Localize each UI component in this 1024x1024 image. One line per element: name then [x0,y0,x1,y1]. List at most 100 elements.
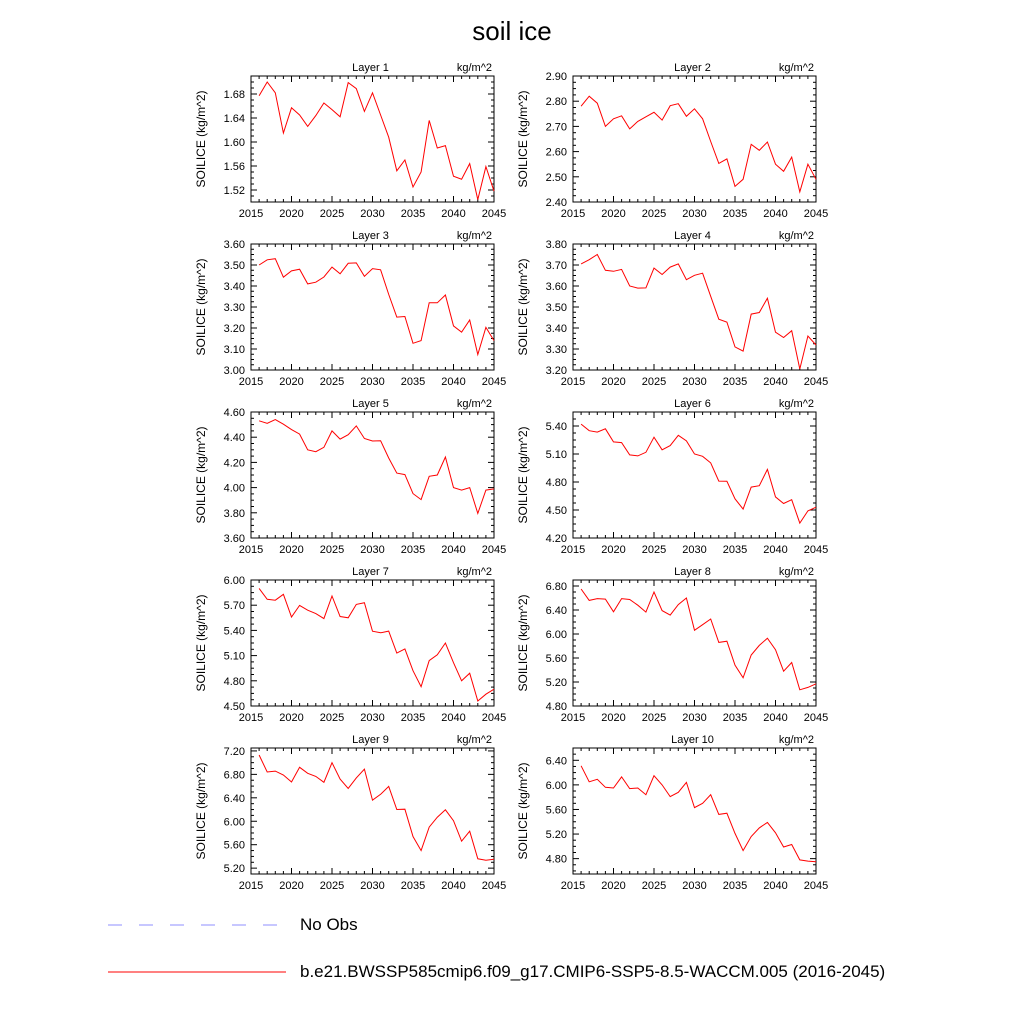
plot-frame [572,243,817,371]
plot-frame [572,411,817,539]
chart-title: Layer 4 [674,230,711,242]
x-tick-label: 2045 [804,880,828,892]
y-tick-label: 3.80 [224,508,245,520]
x-tick-label: 2035 [401,376,425,388]
y-tick-label: 5.20 [224,863,245,875]
y-tick-label: 3.50 [546,302,567,314]
units-label: kg/m^2 [779,734,814,746]
units-label: kg/m^2 [779,398,814,410]
series-line-layer-4 [580,253,817,370]
x-tick-label: 2020 [601,376,625,388]
x-tick-label: 2030 [360,376,384,388]
x-tick-label: 2025 [320,544,344,556]
y-tick-label: 1.60 [224,137,245,149]
chart-layer-1: Layer 1 kg/m^2 2015 2020 2025 2030 2035 2040 204… [194,62,506,220]
y-axis-label: SOILICE (kg/m^2) [194,427,208,524]
x-tick-label: 2015 [239,880,263,892]
plot-frame [250,411,495,539]
y-tick-label: 2.70 [546,121,567,133]
x-tick-label: 2015 [561,208,585,220]
y-axis-label: SOILICE (kg/m^2) [516,91,530,188]
plot-frame [250,243,495,371]
x-tick-label: 2040 [441,544,465,556]
y-tick-label: 3.60 [546,281,567,293]
legend-item-no-obs: No Obs [108,915,358,935]
chart-title: Layer 8 [674,566,711,578]
x-tick-label: 2030 [682,376,706,388]
x-tick-label: 2020 [279,376,303,388]
units-label: kg/m^2 [457,566,492,578]
y-tick-label: 6.40 [546,755,567,767]
x-tick-label: 2015 [561,880,585,892]
y-tick-label: 5.20 [546,829,567,841]
series-line-layer-10 [580,765,817,863]
plot-frame [572,579,817,707]
y-tick-label: 5.10 [224,651,245,663]
x-tick-label: 2025 [320,712,344,724]
y-tick-label: 1.68 [224,89,245,101]
x-tick-label: 2045 [804,376,828,388]
x-tick-label: 2045 [482,880,506,892]
x-tick-label: 2030 [682,712,706,724]
x-tick-label: 2025 [642,544,666,556]
x-tick-label: 2025 [642,208,666,220]
y-tick-label: 6.00 [546,629,567,641]
y-tick-label: 3.80 [546,239,567,251]
x-tick-label: 2020 [279,880,303,892]
x-tick-label: 2040 [441,208,465,220]
y-tick-label: 6.00 [224,816,245,828]
chart-layer-9: Layer 9 kg/m^2 2015 2020 2025 2030 2035 2040 204… [194,734,506,892]
x-tick-label: 2020 [279,208,303,220]
series-line-layer-1 [258,81,495,200]
y-tick-label: 4.60 [224,407,245,419]
y-tick-label: 3.20 [224,323,245,335]
y-tick-label: 6.40 [546,605,567,617]
y-tick-label: 7.20 [224,746,245,758]
x-tick-label: 2020 [601,208,625,220]
legend-solid-line [108,971,286,973]
x-tick-label: 2030 [682,880,706,892]
y-tick-label: 4.80 [224,676,245,688]
chart-layer-5: Layer 5 kg/m^2 2015 2020 2025 2030 2035 2040 204… [194,398,506,556]
y-tick-label: 3.40 [546,323,567,335]
y-tick-label: 6.00 [224,575,245,587]
y-tick-label: 5.40 [224,625,245,637]
plot-frame [250,579,495,707]
x-tick-label: 2015 [239,544,263,556]
y-tick-label: 5.10 [546,449,567,461]
y-tick-label: 3.10 [224,344,245,356]
units-label: kg/m^2 [457,230,492,242]
x-tick-label: 2020 [601,880,625,892]
x-tick-label: 2025 [320,880,344,892]
series-line-layer-3 [258,258,495,357]
y-tick-label: 5.60 [224,840,245,852]
chart-title: Layer 1 [352,62,389,74]
legend-label-no-obs: No Obs [300,915,358,934]
y-tick-label: 2.90 [546,71,567,83]
units-label: kg/m^2 [779,566,814,578]
y-tick-label: 3.30 [546,344,567,356]
chart-layer-2: Layer 2 kg/m^2 2015 2020 2025 2030 2035 2040 204… [516,62,828,220]
y-tick-label: 2.40 [546,197,567,209]
plot-frame [250,75,495,203]
x-tick-label: 2045 [482,376,506,388]
x-tick-label: 2045 [804,712,828,724]
y-tick-label: 2.50 [546,172,567,184]
y-tick-label: 4.80 [546,477,567,489]
units-label: kg/m^2 [457,734,492,746]
chart-title: Layer 6 [674,398,711,410]
y-tick-label: 3.40 [224,281,245,293]
chart-title: Layer 3 [352,230,389,242]
x-tick-label: 2030 [360,544,384,556]
y-axis-label: SOILICE (kg/m^2) [194,595,208,692]
chart-layer-8: Layer 8 kg/m^2 2015 2020 2025 2030 2035 2040 204… [516,566,828,724]
chart-layer-10: Layer 10 kg/m^2 2015 2020 2025 2030 2035 2040 20… [516,734,828,892]
y-tick-label: 4.50 [546,505,567,517]
x-tick-label: 2040 [763,712,787,724]
series-line-layer-7 [258,588,495,702]
x-tick-label: 2030 [682,544,706,556]
x-tick-label: 2035 [723,880,747,892]
x-tick-label: 2030 [360,880,384,892]
y-tick-label: 3.20 [546,365,567,377]
x-tick-label: 2020 [601,544,625,556]
